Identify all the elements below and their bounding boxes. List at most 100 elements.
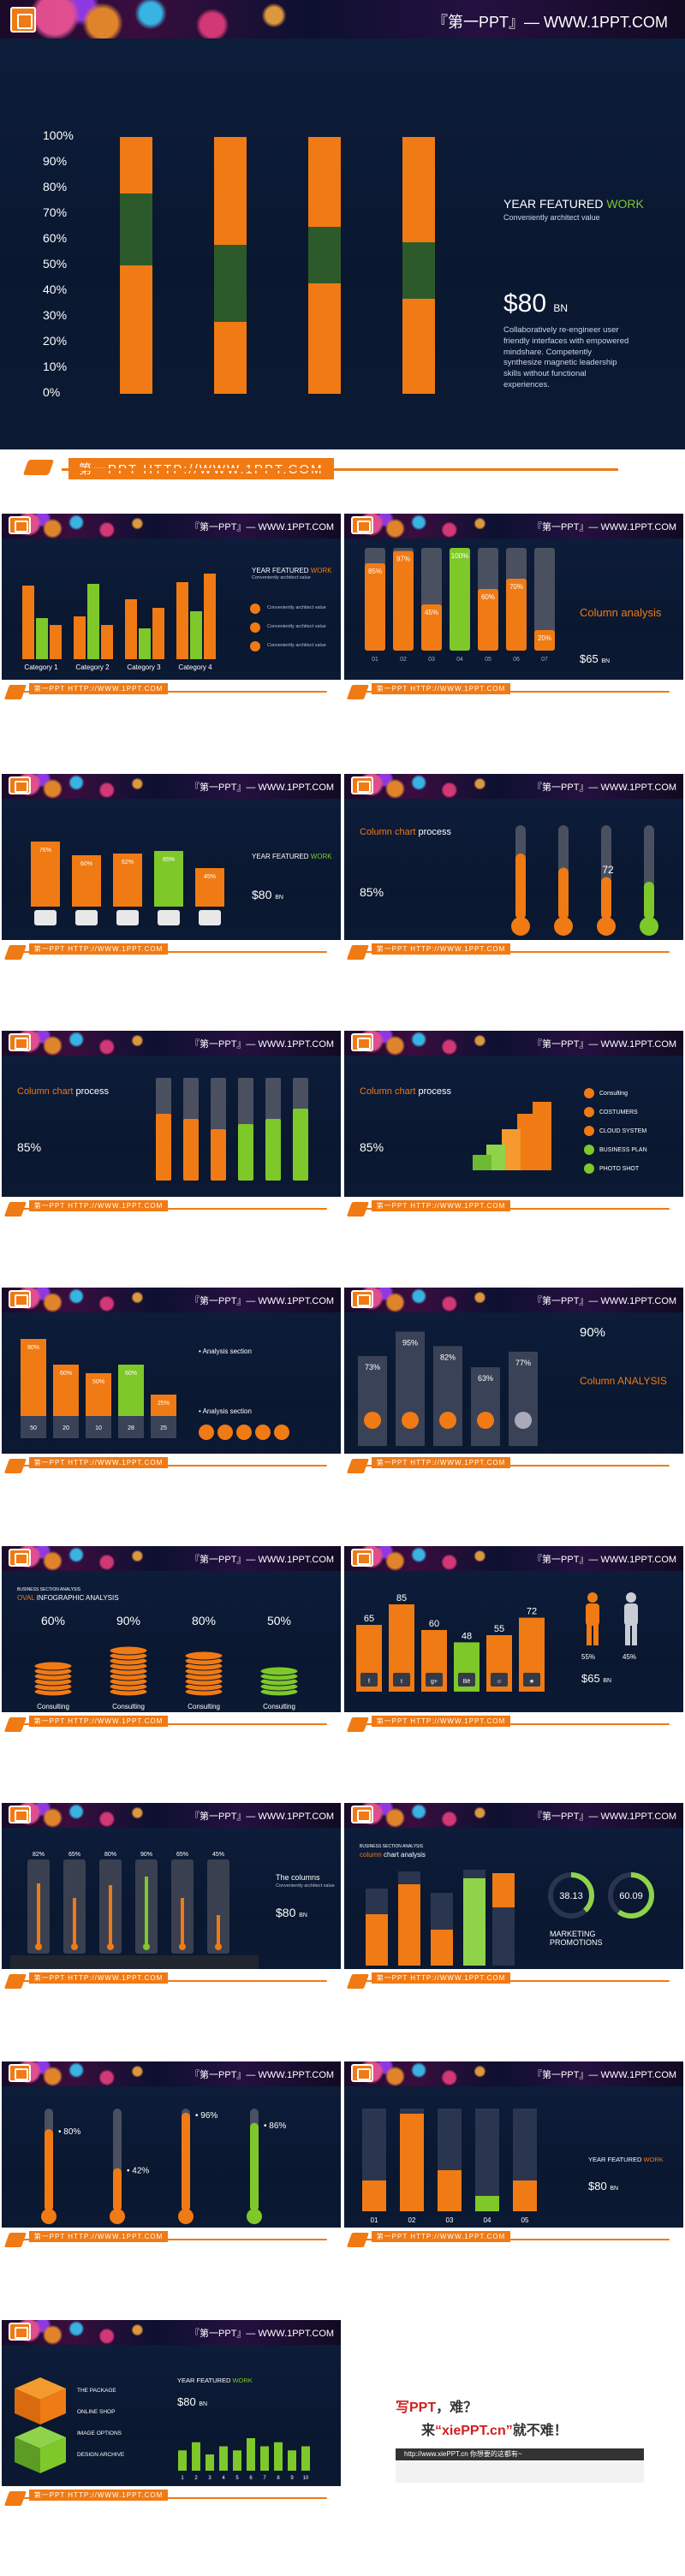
data-label: 82% xyxy=(440,1353,456,1361)
feature-list: THE PACKAGE ONLINE SHOP IMAGE OPTIONS DE… xyxy=(77,2380,124,2466)
brand-title: 『第一PPT』— WWW.1PPT.COM xyxy=(190,1811,335,1822)
slide-12[interactable]: 『第一PPT』— WWW.1PPT.COM 82% 65% 80% 90% 65% 45%… xyxy=(2,1803,341,1993)
bar xyxy=(206,2454,214,2471)
slide-4[interactable]: 『第一PPT』— WWW.1PPT.COM 76% 60% 62% 65% 45% YE… xyxy=(2,774,341,964)
slide-15[interactable]: 『第一PPT』— WWW.1PPT.COM 01 02 03 04 05 YEAR FE… xyxy=(344,2061,683,2252)
x-tick-label: 7 xyxy=(263,2476,266,2481)
slide-13[interactable]: 『第一PPT』— WWW.1PPT.COM BUSINESS SECTION A… xyxy=(344,1803,683,1993)
slide-11[interactable]: 『第一PPT』— WWW.1PPT.COM 65 f 85 t 60 g+ 48 Bē 55 ☺ 7… xyxy=(344,1546,683,1736)
data-label: 65 xyxy=(364,1614,374,1624)
bar xyxy=(513,2180,537,2211)
data-label: 55 xyxy=(494,1624,504,1634)
data-label: • 42% xyxy=(127,2167,149,2176)
price: $80 BN xyxy=(588,2180,619,2192)
bar xyxy=(247,2438,255,2471)
data-label: 95% xyxy=(402,1339,418,1347)
bar xyxy=(211,1129,226,1181)
3d-column-chart xyxy=(366,1870,515,1966)
data-label: 50% xyxy=(92,1379,104,1385)
slide-6[interactable]: 『第一PPT』— WWW.1PPT.COM Column chart proce… xyxy=(2,1031,341,1221)
x-tick-label: 05 xyxy=(485,657,491,663)
mini-bar-chart: 1 2 3 4 5 6 7 8 9 10 xyxy=(178,2438,310,2481)
data-label: 82% xyxy=(33,1852,45,1858)
data-label: 20% xyxy=(538,634,551,642)
bar-segment xyxy=(402,137,435,242)
ppt-logo-icon xyxy=(8,2322,31,2341)
slide-8[interactable]: 『第一PPT』— WWW.1PPT.COM 90% 50 60% 20 50% 10 60%… xyxy=(2,1288,341,1478)
slide-14[interactable]: 『第一PPT』— WWW.1PPT.COM • 80% • 42% • 96% • 8… xyxy=(2,2061,341,2252)
price: $80 BN xyxy=(252,888,283,901)
bar xyxy=(178,2450,187,2471)
slide-subtitle: Conveniently architect value xyxy=(276,1883,335,1889)
social-icon-glyph: ★ xyxy=(529,1678,534,1685)
data-label: 60 xyxy=(429,1619,439,1629)
x-tick-label: 5 xyxy=(235,2476,239,2481)
ppt-logo-icon xyxy=(8,515,31,534)
legend-label: Conveniently architect value xyxy=(267,643,326,649)
ppt-logo-icon xyxy=(8,1032,31,1051)
promo-line-2: 来“xiePPT.cn”就不难！ xyxy=(421,2424,568,2438)
item-label: Consulting xyxy=(188,1703,220,1710)
slide-7[interactable]: 『第一PPT』— WWW.1PPT.COM Column chart proce… xyxy=(344,1031,683,1221)
bar-track xyxy=(534,548,555,651)
x-tick-label: Category 3 xyxy=(127,663,161,671)
slide-5[interactable]: 『第一PPT』— WWW.1PPT.COM Column chart proce… xyxy=(344,774,683,964)
data-label: 45% xyxy=(204,874,216,880)
bar xyxy=(118,1365,144,1416)
thermo-bulb xyxy=(110,2209,125,2224)
x-tick-label: 8 xyxy=(277,2476,280,2481)
slide-16[interactable]: 『第一PPT』— WWW.1PPT.COM THE PACKAGE ONLINE… xyxy=(2,2320,341,2510)
x-tick-label: 4 xyxy=(222,2476,225,2481)
bar xyxy=(53,1365,79,1416)
coin xyxy=(184,1651,223,1661)
slide-3[interactable]: 『第一PPT』— WWW.1PPT.COM 85% 01 97% 02 45% 03 100… xyxy=(344,514,683,704)
x-tick-label: 6 xyxy=(249,2476,253,2481)
promo-url-bar[interactable]: http://www.xiePPT.cn 你想要的这都有~ xyxy=(396,2448,644,2460)
hero-footer: 第一PPT HTTP://WWW.1PPT.COM xyxy=(0,449,685,488)
data-label: 63% xyxy=(478,1374,493,1383)
slide-2[interactable]: 『第一PPT』— WWW.1PPT.COM Category 1 Category… xyxy=(2,514,341,704)
social-icon xyxy=(523,1673,540,1687)
bar xyxy=(265,1119,281,1181)
slide-hero[interactable]: 『第一PPT』— WWW.1PPT.COM 100% 90% 80% 70% 60% 50… xyxy=(0,0,685,449)
y-tick-label: 50% xyxy=(43,257,68,271)
footer-url: 第一PPT HTTP://WWW.1PPT.COM xyxy=(28,1972,169,1984)
hero-subtitle: Conveniently architect value xyxy=(503,213,600,222)
bar xyxy=(219,2446,228,2471)
icon-tile xyxy=(75,910,98,925)
ppt-logo-icon xyxy=(10,7,36,33)
bar xyxy=(190,611,202,659)
male-female-icons xyxy=(586,1592,638,1645)
bar xyxy=(145,1877,148,1947)
bar-segment xyxy=(214,245,247,322)
slide-title: column chart analysis xyxy=(360,1851,426,1859)
promo-panel[interactable]: 写PPT，难？ 来“xiePPT.cn”就不难！ http://www.xieP… xyxy=(344,2320,683,2510)
bar xyxy=(238,1124,253,1181)
bar xyxy=(475,2196,499,2211)
y-tick-label: 100% xyxy=(43,128,74,142)
bar-base xyxy=(118,1416,144,1438)
list-item: PHOTO SHOT xyxy=(599,1165,640,1172)
footer-line xyxy=(62,468,618,471)
bar xyxy=(139,628,151,659)
x-tick-label: 02 xyxy=(400,657,407,663)
bar-segment xyxy=(402,242,435,299)
slide-10[interactable]: 『第一PPT』— WWW.1PPT.COM BUSINESS SECTION A… xyxy=(2,1546,341,1736)
coin xyxy=(33,1661,73,1671)
data-label: 76% xyxy=(39,848,51,854)
list-item: COSTUMERS xyxy=(599,1109,638,1115)
thermo-fill xyxy=(515,854,526,919)
promo-line-1: 写PPT，难？ xyxy=(396,2400,478,2415)
icon-tile xyxy=(199,910,221,925)
slide-9[interactable]: 『第一PPT』— WWW.1PPT.COM 73% 95% 82% 63% 77% 90… xyxy=(344,1288,683,1478)
footer-url: 第一PPT HTTP://WWW.1PPT.COM xyxy=(371,682,511,694)
bar-icon xyxy=(364,1412,381,1429)
coin xyxy=(109,1645,148,1656)
bar xyxy=(509,1351,538,1446)
3d-staircase-icon xyxy=(473,1102,551,1170)
big-percent: 90% xyxy=(580,1325,606,1340)
base-label: 20 xyxy=(63,1425,69,1431)
item-label: Consulting xyxy=(263,1703,295,1710)
bar-icon xyxy=(477,1412,494,1429)
base-label: 50 xyxy=(30,1425,37,1431)
